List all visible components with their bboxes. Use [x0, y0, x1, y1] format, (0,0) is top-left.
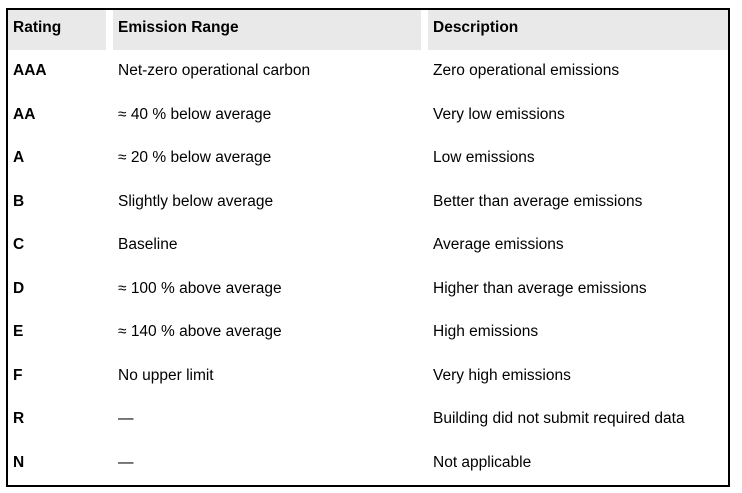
rating-cell: AAA	[8, 50, 106, 94]
rating-cell: R	[8, 398, 106, 442]
emission-range-cell: No upper limit	[113, 354, 421, 398]
emission-range-cell: Slightly below average	[113, 180, 421, 224]
table-row: C Baseline Average emissions	[8, 224, 728, 268]
rating-cell: N	[8, 441, 106, 485]
table-row: D ≈ 100 % above average Higher than aver…	[8, 267, 728, 311]
description-cell: Not applicable	[428, 441, 728, 485]
column-header-rating: Rating	[8, 10, 106, 50]
emission-range-cell: ≈ 100 % above average	[113, 267, 421, 311]
description-cell: Higher than average emissions	[428, 267, 728, 311]
emission-range-cell: ≈ 40 % below average	[113, 93, 421, 137]
table-row: AA ≈ 40 % below average Very low emissio…	[8, 93, 728, 137]
description-cell: Better than average emissions	[428, 180, 728, 224]
emission-range-cell: ≈ 140 % above average	[113, 311, 421, 355]
rating-cell: B	[8, 180, 106, 224]
table-row: AAA Net-zero operational carbon Zero ope…	[8, 50, 728, 94]
rating-cell: C	[8, 224, 106, 268]
description-cell: Average emissions	[428, 224, 728, 268]
table-row: E ≈ 140 % above average High emissions	[8, 311, 728, 355]
rating-cell: AA	[8, 93, 106, 137]
column-header-description: Description	[428, 10, 728, 50]
emission-range-cell: —	[113, 398, 421, 442]
rating-cell: F	[8, 354, 106, 398]
emission-range-cell: Baseline	[113, 224, 421, 268]
description-cell: Very low emissions	[428, 93, 728, 137]
description-cell: Low emissions	[428, 137, 728, 181]
description-cell: Zero operational emissions	[428, 50, 728, 94]
table-row: F No upper limit Very high emissions	[8, 354, 728, 398]
rating-cell: D	[8, 267, 106, 311]
table-row: B Slightly below average Better than ave…	[8, 180, 728, 224]
column-header-emission-range: Emission Range	[113, 10, 421, 50]
emission-range-cell: ≈ 20 % below average	[113, 137, 421, 181]
table-body: AAA Net-zero operational carbon Zero ope…	[8, 50, 728, 485]
table-row: R — Building did not submit required dat…	[8, 398, 728, 442]
description-cell: High emissions	[428, 311, 728, 355]
rating-cell: E	[8, 311, 106, 355]
table-row: A ≈ 20 % below average Low emissions	[8, 137, 728, 181]
description-cell: Very high emissions	[428, 354, 728, 398]
rating-cell: A	[8, 137, 106, 181]
table-row: N — Not applicable	[8, 441, 728, 485]
emission-range-cell: —	[113, 441, 421, 485]
table-header-row: Rating Emission Range Description	[8, 10, 728, 50]
emission-range-cell: Net-zero operational carbon	[113, 50, 421, 94]
description-cell: Building did not submit required data	[428, 398, 728, 442]
emission-rating-table: Rating Emission Range Description AAA Ne…	[6, 8, 730, 487]
